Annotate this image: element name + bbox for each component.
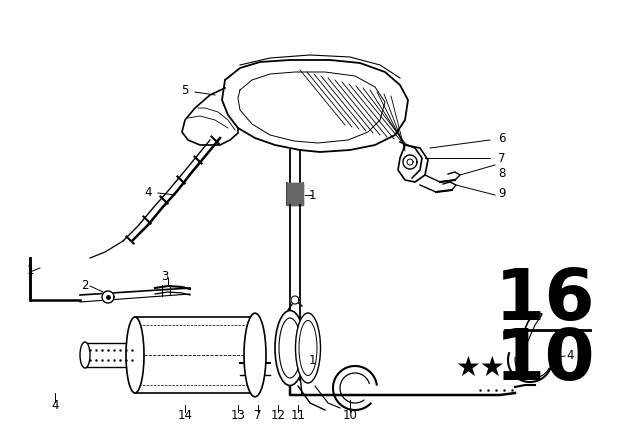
Ellipse shape — [80, 342, 90, 368]
Text: 4: 4 — [566, 349, 573, 362]
Text: 1: 1 — [308, 189, 316, 202]
Text: 7: 7 — [499, 151, 506, 164]
Text: 1: 1 — [308, 353, 316, 366]
Text: 3: 3 — [161, 270, 169, 283]
Polygon shape — [291, 296, 299, 304]
Text: 10: 10 — [495, 326, 595, 395]
Text: 9: 9 — [499, 186, 506, 199]
Text: 7: 7 — [254, 409, 262, 422]
Text: 1: 1 — [26, 263, 34, 276]
Polygon shape — [403, 155, 417, 169]
Text: 4: 4 — [144, 185, 152, 198]
Text: 14: 14 — [177, 409, 193, 422]
Ellipse shape — [244, 313, 266, 397]
Ellipse shape — [126, 317, 144, 393]
Polygon shape — [135, 317, 255, 393]
Text: ★★: ★★ — [455, 354, 505, 382]
Text: 13: 13 — [230, 409, 245, 422]
Text: 11: 11 — [291, 409, 305, 422]
Ellipse shape — [299, 320, 317, 375]
Polygon shape — [102, 291, 114, 303]
Polygon shape — [287, 183, 303, 205]
Text: 6: 6 — [499, 132, 506, 145]
Polygon shape — [182, 88, 238, 145]
Ellipse shape — [279, 318, 301, 378]
Text: 8: 8 — [499, 167, 506, 180]
Polygon shape — [287, 183, 303, 205]
Text: 12: 12 — [271, 409, 285, 422]
Text: 4: 4 — [51, 399, 59, 412]
Polygon shape — [398, 145, 428, 182]
Ellipse shape — [275, 310, 305, 385]
Text: 10: 10 — [342, 409, 357, 422]
Ellipse shape — [296, 313, 321, 383]
Polygon shape — [222, 60, 408, 152]
Text: 2: 2 — [81, 279, 89, 292]
Text: 5: 5 — [181, 83, 189, 96]
Text: 16: 16 — [495, 266, 595, 335]
Polygon shape — [400, 142, 422, 178]
